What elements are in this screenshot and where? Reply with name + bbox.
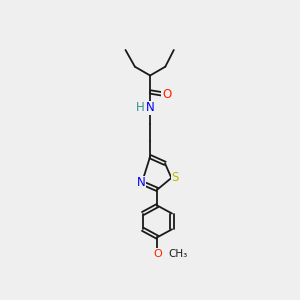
Text: N: N bbox=[137, 176, 146, 189]
Text: CH₃: CH₃ bbox=[168, 249, 187, 259]
Text: O: O bbox=[153, 249, 162, 259]
Text: N: N bbox=[146, 101, 154, 114]
Text: S: S bbox=[172, 171, 179, 184]
Text: H: H bbox=[136, 101, 145, 114]
Text: O: O bbox=[162, 88, 171, 101]
